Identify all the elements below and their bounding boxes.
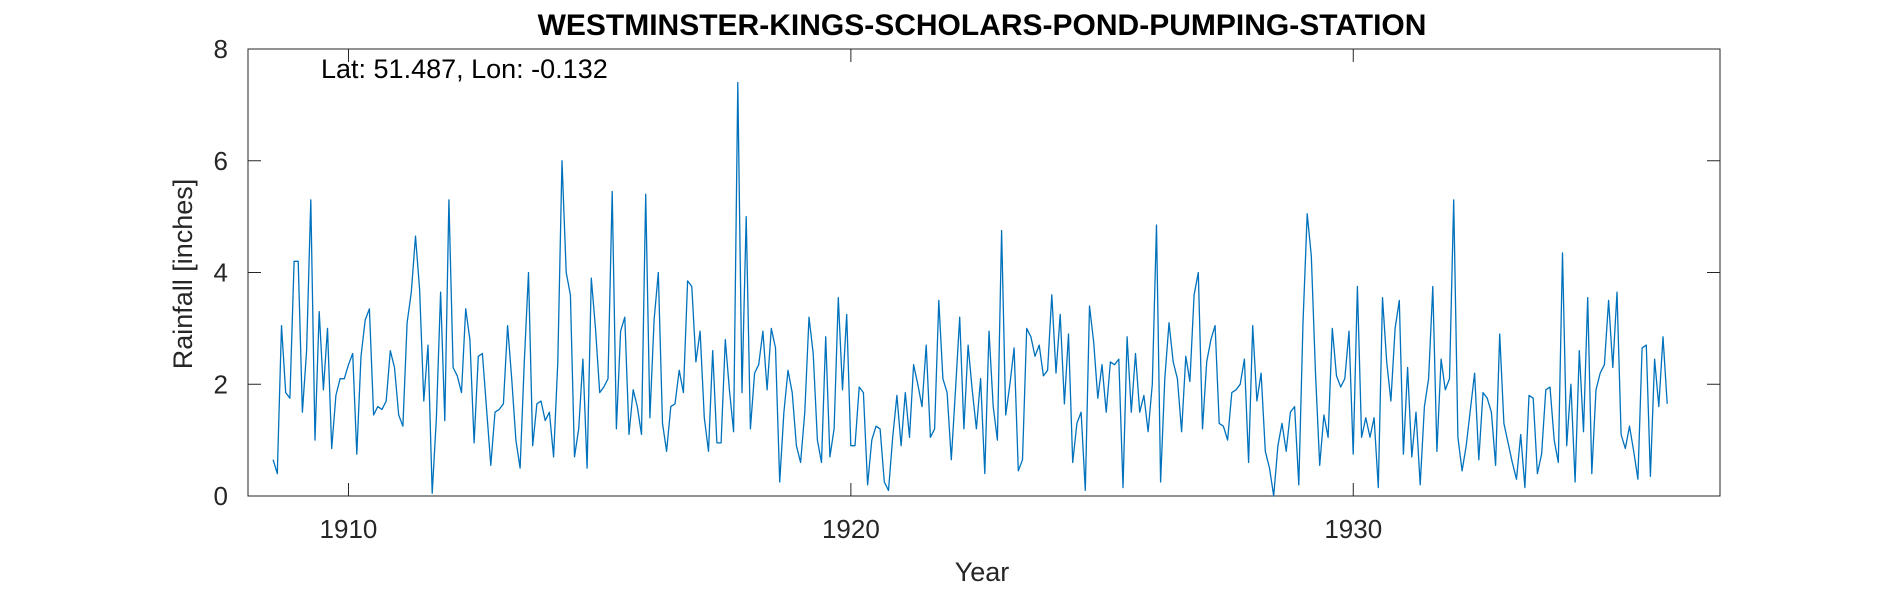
y-tick-label: 2 [214,369,228,399]
y-tick-label: 8 [214,34,228,64]
chart-title: WESTMINSTER-KINGS-SCHOLARS-POND-PUMPING-… [538,9,1427,42]
x-tick-label: 1920 [822,514,880,544]
x-tick-label: 1910 [320,514,378,544]
y-tick-label: 0 [214,481,228,511]
rainfall-series-line [272,81,1668,497]
y-tick-label: 4 [214,258,228,288]
x-tick-label: 1930 [1324,514,1382,544]
y-tick-label: 6 [214,146,228,176]
location-annotation: Lat: 51.487, Lon: -0.132 [321,54,608,84]
axis-ticks: 1910 1920 1930 0 2 4 6 8 [214,34,1720,544]
x-axis-label: Year [955,557,1010,587]
y-axis-label: Rainfall [inches] [168,179,198,370]
